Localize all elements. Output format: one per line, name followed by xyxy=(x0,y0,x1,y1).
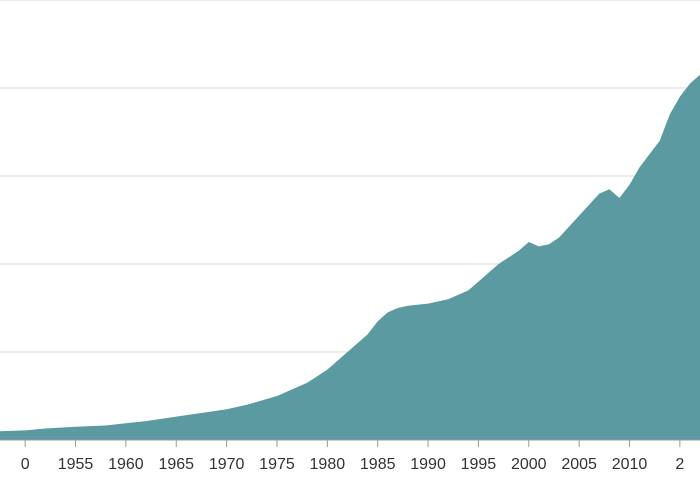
x-tick-label: 1960 xyxy=(108,456,144,473)
chart-svg: 0 1955 1960 1965 1970 1975 1980 1985 1990 1995 200… xyxy=(0,0,700,500)
x-tick-label: 2000 xyxy=(511,456,547,473)
x-tick-label: 1985 xyxy=(360,456,396,473)
x-tick-label: 1990 xyxy=(410,456,446,473)
x-tick-label: 0 xyxy=(21,456,30,473)
x-tick-label: 1975 xyxy=(259,456,295,473)
x-tick-label: 1970 xyxy=(209,456,245,473)
x-tick-label: 2010 xyxy=(612,456,648,473)
x-tick-label: 2 xyxy=(675,456,684,473)
x-tick-label: 2005 xyxy=(561,456,597,473)
x-tick-label: 1955 xyxy=(58,456,94,473)
x-tick-label: 1995 xyxy=(461,456,497,473)
x-tick-label: 1965 xyxy=(158,456,194,473)
area-chart: 0 1955 1960 1965 1970 1975 1980 1985 1990 1995 200… xyxy=(0,0,700,500)
x-tick-label: 1980 xyxy=(310,456,346,473)
